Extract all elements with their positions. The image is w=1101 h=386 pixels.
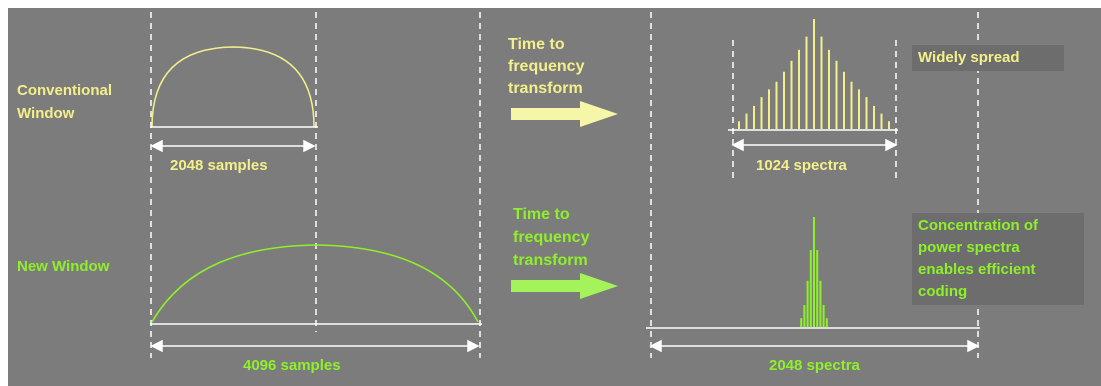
diagram-panel — [8, 8, 1101, 386]
conventional-spectra-label: 1024 spectra — [752, 155, 851, 177]
new-samples-label: 4096 samples — [243, 357, 341, 374]
right-arrow-icon — [511, 101, 618, 127]
right-arrow-icon — [511, 273, 618, 299]
new-spectrum-bars — [800, 217, 828, 327]
new-result-label: Concentration of power spectra enables e… — [912, 213, 1084, 305]
conventional-samples-label: 2048 samples — [166, 155, 272, 177]
new-spectra-span — [649, 339, 980, 353]
new-spectra-label: 2048 spectra — [769, 357, 860, 374]
conventional-transform-label: Time to frequency transform — [508, 36, 585, 97]
conventional-samples-span — [150, 139, 316, 153]
conventional-window-label: Conventional Window — [17, 82, 113, 122]
new-window-label: New Window — [17, 258, 110, 275]
conventional-result-label: Widely spread — [912, 45, 1064, 71]
new-transform-label: Time to frequency transform — [513, 206, 590, 269]
new-samples-span — [150, 339, 480, 353]
new-window-curve — [151, 244, 479, 323]
conventional-spectra-span — [731, 138, 898, 152]
conventional-window-curve — [151, 46, 315, 128]
conventional-spectrum-bars — [738, 19, 890, 129]
